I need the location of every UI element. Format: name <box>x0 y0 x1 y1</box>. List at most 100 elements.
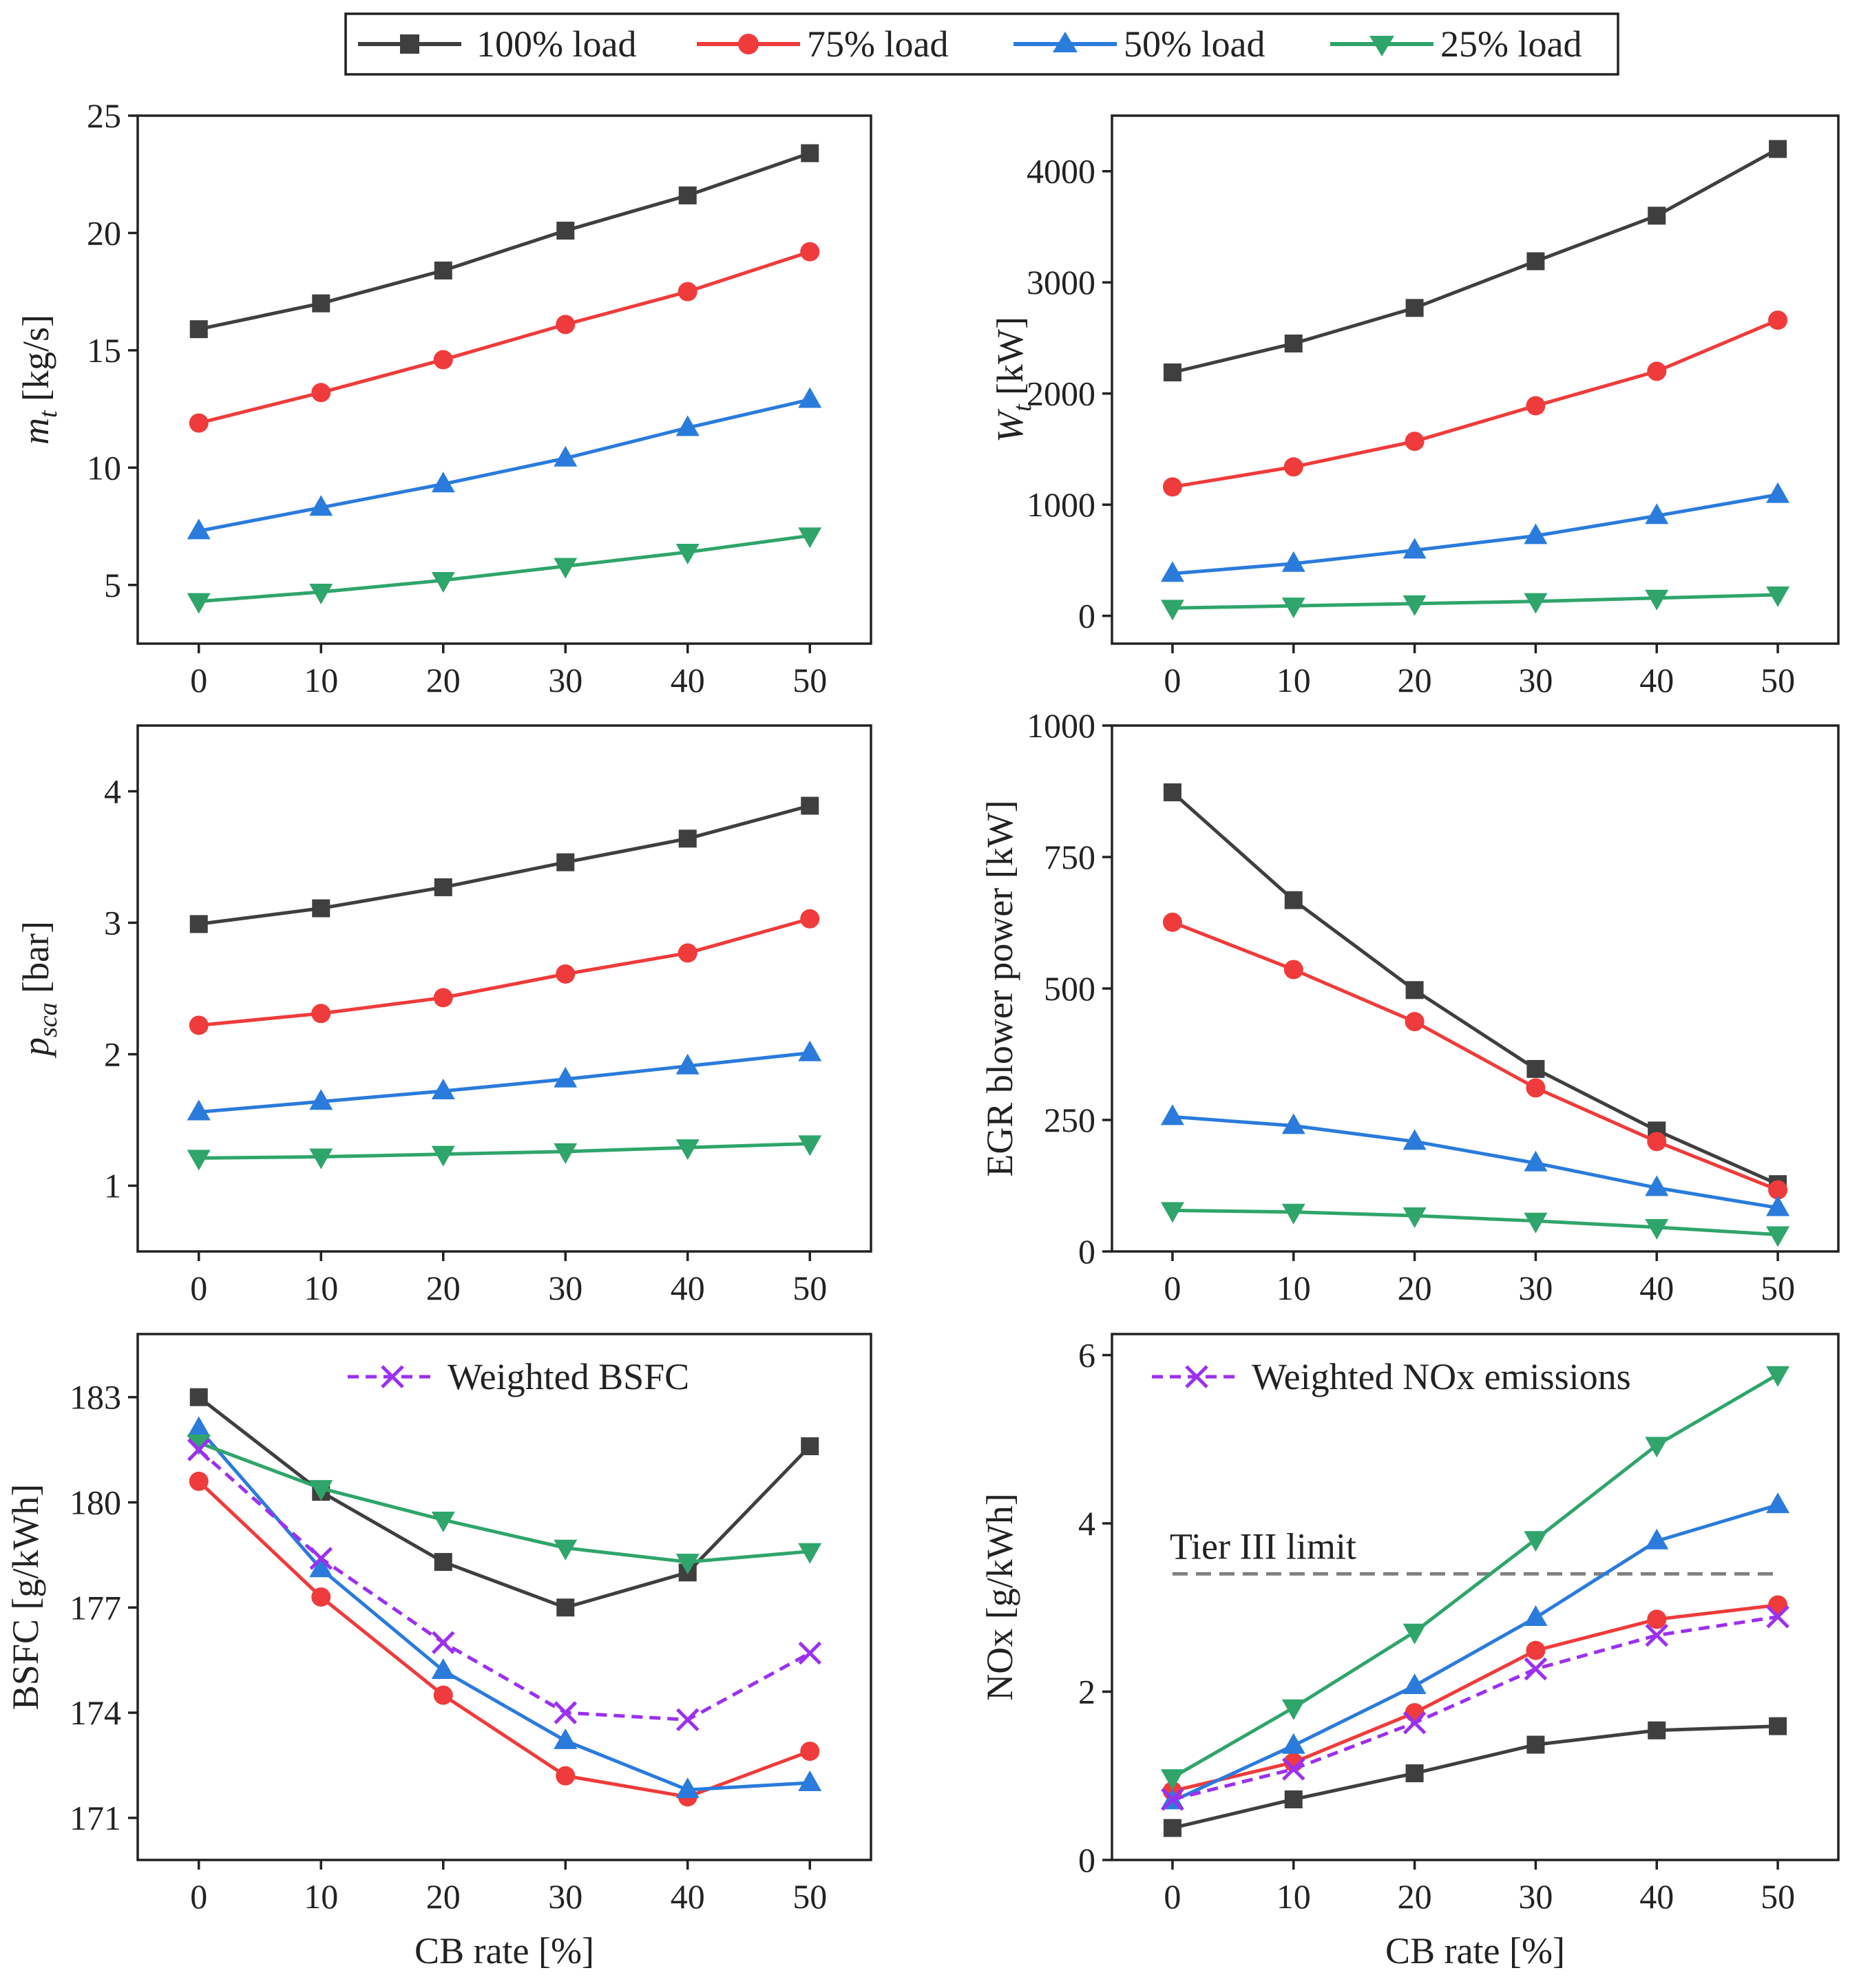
y-tick-label: 1000 <box>1027 485 1095 524</box>
series-75-load <box>189 242 820 433</box>
x-axis-label: CB rate [%] <box>414 1930 594 1971</box>
y-tick-label: 2000 <box>1027 374 1095 413</box>
series-line <box>1172 593 1778 610</box>
y-tick-label: 177 <box>70 1588 121 1627</box>
y-axis-label: psca [bar] <box>15 921 63 1059</box>
data-point <box>309 1480 333 1501</box>
data-point <box>1645 1218 1669 1240</box>
data-point <box>1162 477 1182 497</box>
series-100-load <box>1163 783 1787 1194</box>
data-point <box>1163 783 1181 802</box>
x-tick-label: 20 <box>426 661 461 699</box>
x-tick-label: 0 <box>1164 1877 1181 1916</box>
data-point <box>554 1539 578 1561</box>
data-point <box>431 1658 455 1679</box>
plot-frame <box>136 724 872 1253</box>
series-line <box>198 250 811 425</box>
data-point <box>1403 538 1427 559</box>
y-tick-label: 174 <box>70 1693 121 1732</box>
data-point <box>554 1701 578 1724</box>
y-tick-label: 4000 <box>1027 152 1095 191</box>
legend-label-50: 50% load <box>1124 23 1265 65</box>
series-100-load <box>1163 1717 1787 1837</box>
data-point <box>312 899 330 918</box>
x-tick-label: 10 <box>304 1269 338 1307</box>
data-point <box>189 1388 208 1406</box>
series-line <box>1172 1724 1778 1830</box>
legend-item-75: 75% load <box>697 23 948 65</box>
data-point <box>798 527 822 549</box>
legend-item-25: 25% load <box>1330 23 1582 65</box>
data-point <box>434 261 452 279</box>
data-point <box>1405 299 1424 317</box>
data-point <box>309 584 333 605</box>
y-tick-label: 171 <box>70 1799 121 1837</box>
plot-frame <box>1111 724 1840 1253</box>
y-tick-label: 2 <box>1078 1673 1095 1711</box>
data-point <box>311 383 331 403</box>
y-tick-label: 0 <box>1078 1232 1095 1271</box>
data-point <box>1405 981 1424 1000</box>
data-point <box>556 315 576 335</box>
series-50-load <box>1160 1104 1790 1216</box>
series-line <box>1172 493 1778 575</box>
data-point <box>1281 551 1305 572</box>
y-tick-label: 1000 <box>1027 706 1095 745</box>
data-point <box>554 558 578 579</box>
data-point <box>1645 503 1669 525</box>
data-point <box>556 853 575 871</box>
data-point <box>798 387 822 408</box>
data-point <box>798 1641 822 1665</box>
data-point <box>1645 1623 1669 1647</box>
data-point <box>187 1099 211 1121</box>
data-point <box>1403 1673 1427 1694</box>
data-point <box>187 1434 211 1455</box>
plot-frame <box>1111 1333 1840 1861</box>
data-point <box>1284 335 1303 353</box>
data-point <box>1524 523 1548 544</box>
data-point <box>1526 1640 1546 1660</box>
y-tick-label: 0 <box>1078 597 1095 635</box>
series-75-load <box>1162 912 1788 1200</box>
data-point <box>1160 600 1184 621</box>
series-50-load <box>187 387 822 540</box>
series-line <box>1171 1503 1778 1803</box>
y-tick-label: 183 <box>70 1378 121 1417</box>
data-point <box>189 413 209 433</box>
data-point <box>1647 361 1667 381</box>
data-point <box>433 350 453 370</box>
data-point <box>1281 1113 1305 1134</box>
series-50-load <box>1160 482 1790 582</box>
data-point <box>311 1004 331 1024</box>
series-line <box>197 1427 810 1792</box>
series-line <box>1172 147 1779 374</box>
x-tick-label: 10 <box>1277 1877 1311 1916</box>
data-point <box>309 495 333 516</box>
y-tick-label: 4 <box>1078 1504 1095 1543</box>
y-tick-label: 5 <box>104 566 121 604</box>
weighted-legend-marker <box>1185 1365 1208 1388</box>
data-point <box>675 1139 700 1161</box>
data-point <box>309 1148 333 1170</box>
data-point <box>1766 1226 1790 1247</box>
data-point <box>309 1547 333 1570</box>
data-point <box>798 1770 822 1791</box>
series-line <box>198 804 810 926</box>
data-point <box>1403 1129 1427 1150</box>
data-point <box>1162 912 1182 932</box>
weighted-legend: Weighted NOx emissions <box>1152 1356 1631 1397</box>
data-point <box>1283 457 1303 477</box>
chart-turbine-power: 0 10 20 30 40 50 0 1000 2000 3000 4000 Wt [kW] <box>989 114 1840 699</box>
data-point <box>1526 1078 1546 1098</box>
series-line <box>1172 1114 1778 1210</box>
legend-item-100: 100% load <box>358 23 636 65</box>
data-point <box>309 1556 333 1578</box>
x-tick-label: 0 <box>1164 1269 1181 1307</box>
data-point <box>189 1471 209 1491</box>
data-point <box>1647 1132 1667 1152</box>
x-tick-label: 40 <box>671 1269 705 1307</box>
data-point <box>554 1143 578 1164</box>
data-point <box>554 1728 578 1749</box>
series-25-load <box>1160 586 1790 621</box>
data-point <box>1526 1059 1545 1078</box>
